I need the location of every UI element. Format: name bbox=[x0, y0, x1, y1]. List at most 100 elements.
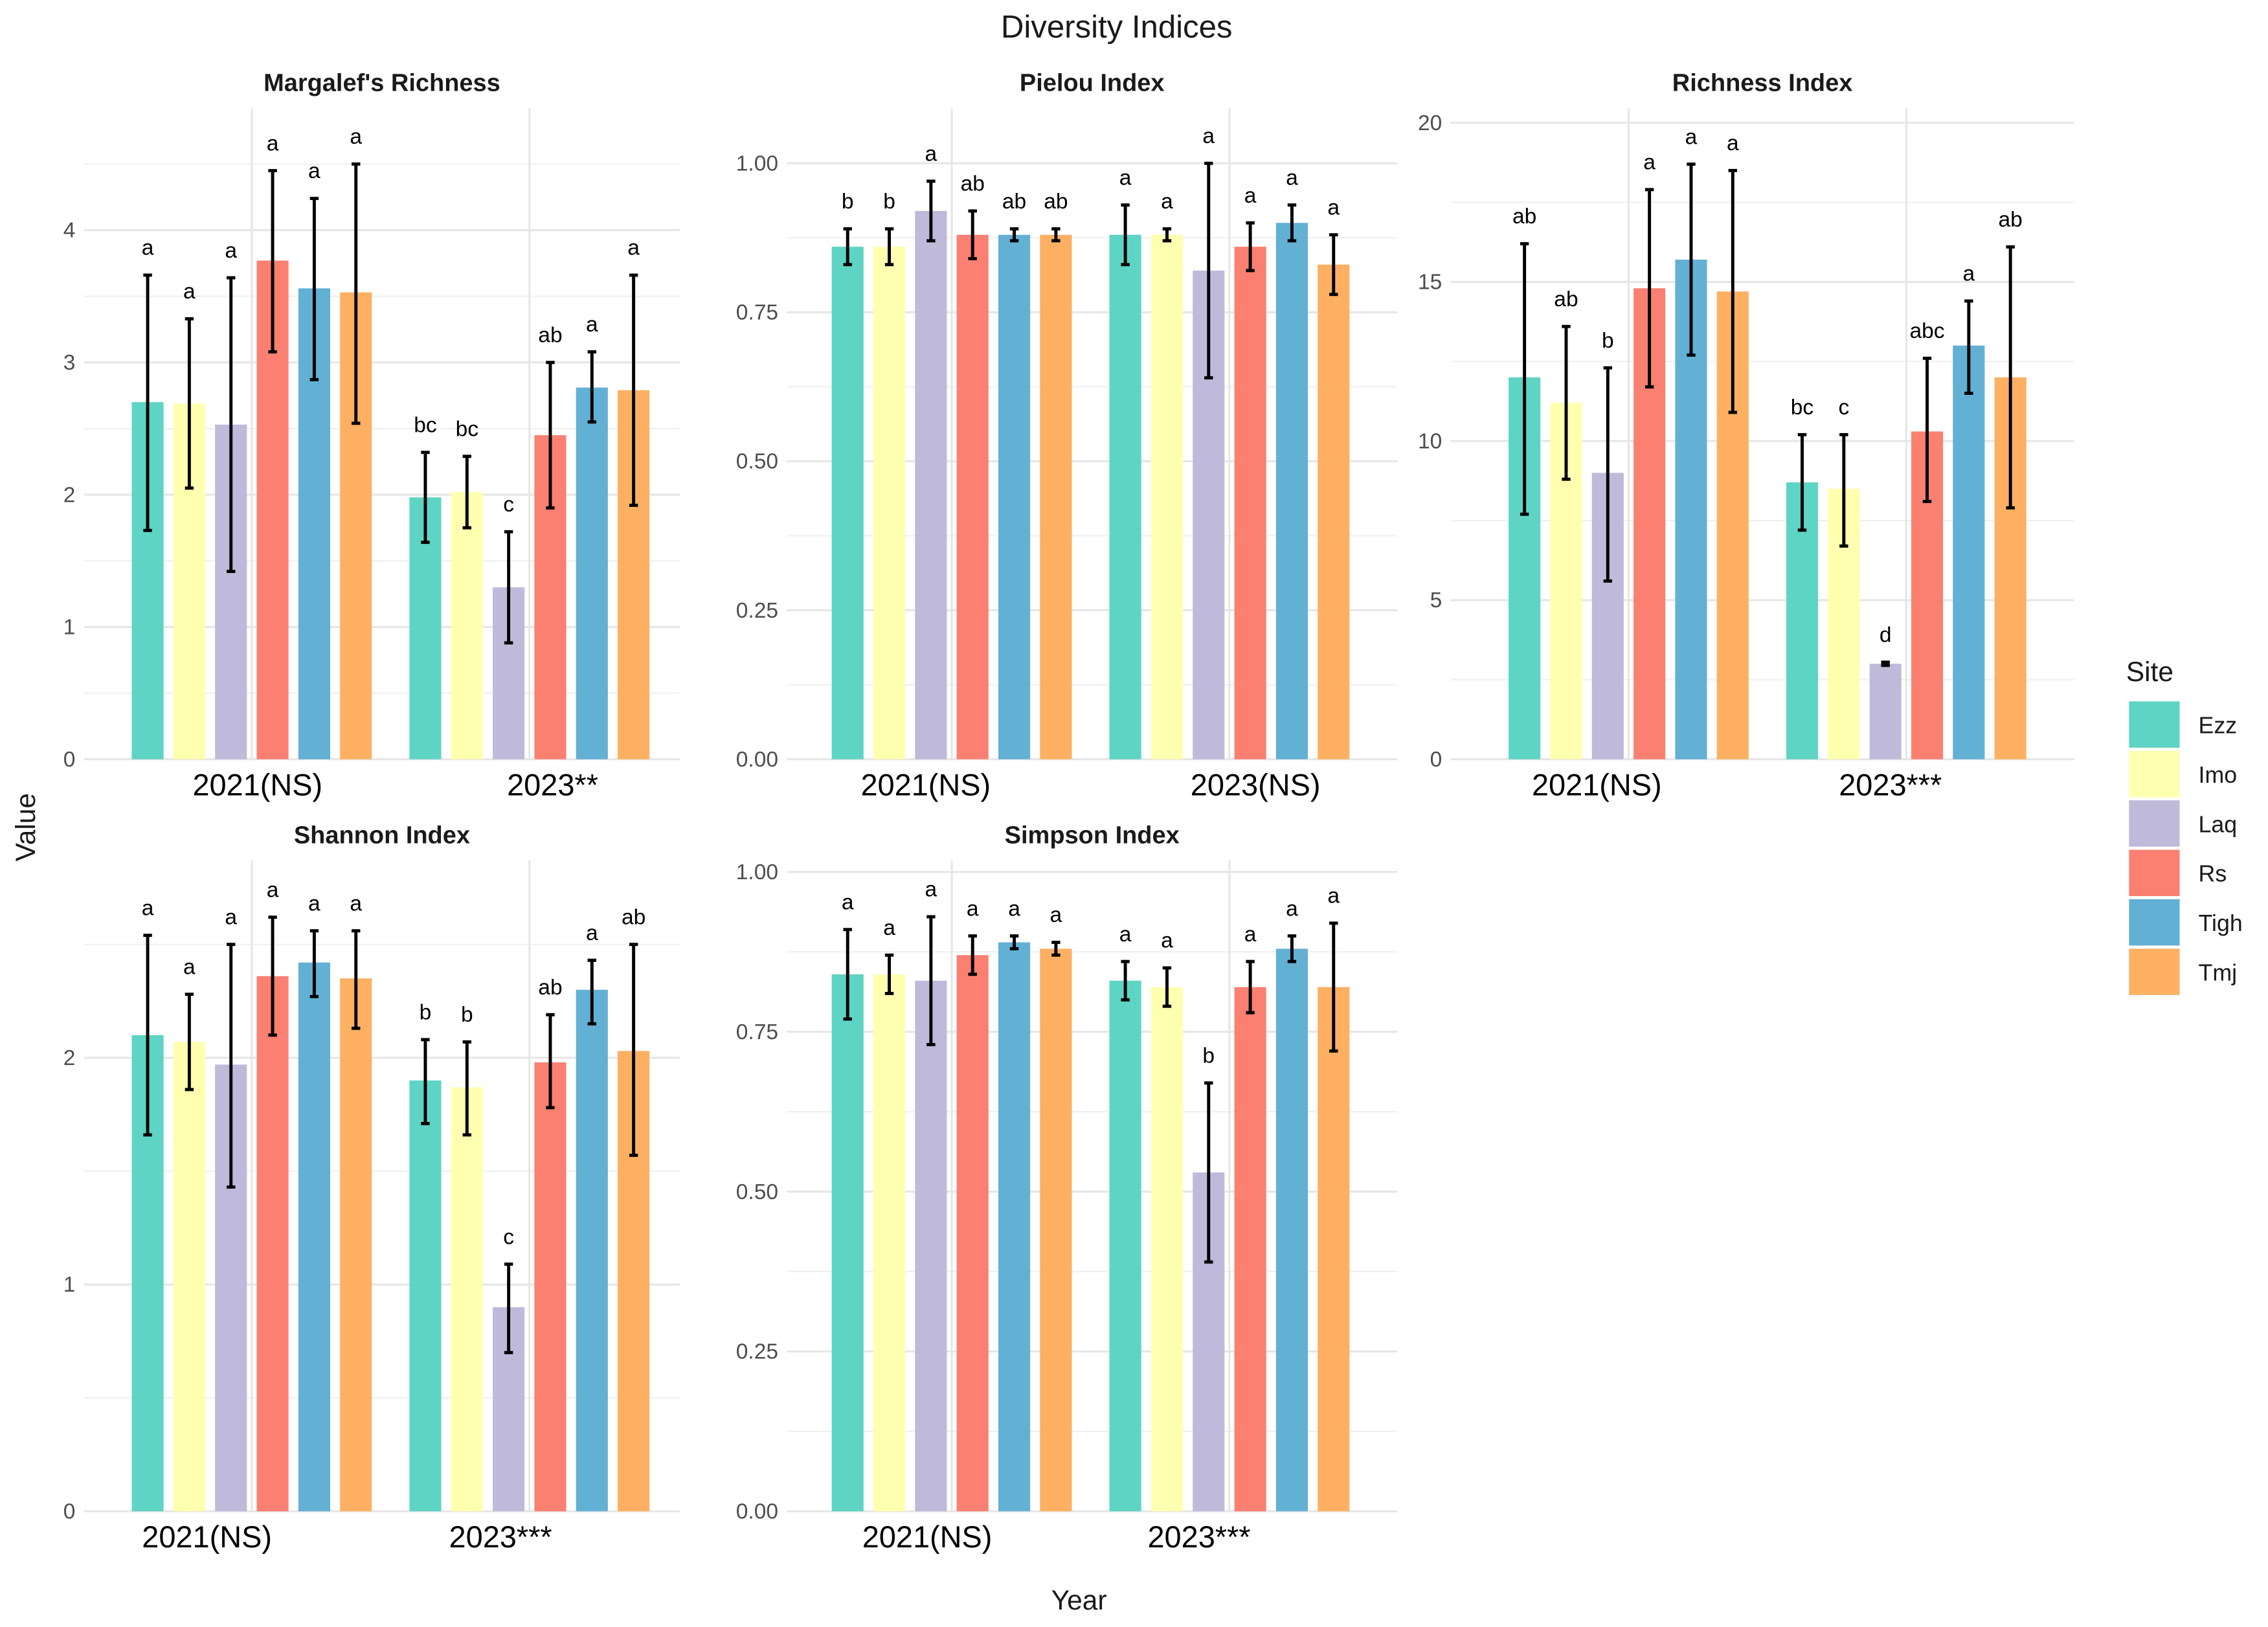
legend-swatch bbox=[2129, 948, 2180, 995]
significance-letter: a bbox=[925, 878, 938, 902]
y-tick-label: 10 bbox=[1418, 429, 1442, 453]
significance-letter: a bbox=[183, 955, 196, 979]
x-axis-label: Year bbox=[1051, 1585, 1107, 1615]
error-bar bbox=[884, 953, 894, 995]
error-bar bbox=[1009, 934, 1019, 950]
error-bar bbox=[268, 169, 277, 353]
error-bar bbox=[629, 273, 638, 507]
y-tick-label: 2 bbox=[63, 483, 76, 507]
error-bar bbox=[587, 350, 596, 424]
error-bar bbox=[1922, 356, 1932, 504]
legend-item-rs: Rs bbox=[2129, 849, 2227, 897]
significance-letter: b bbox=[883, 190, 895, 214]
error-bar bbox=[926, 915, 936, 1046]
y-tick-label: 0 bbox=[63, 1499, 76, 1523]
error-bar bbox=[268, 915, 277, 1037]
bar-tigh bbox=[1275, 223, 1308, 759]
error-bar bbox=[2006, 245, 2015, 510]
legend-item-imo: Imo bbox=[2129, 750, 2238, 798]
bar-group-0: a a a a a a bbox=[131, 125, 372, 759]
bar-group-1: a a b a a a bbox=[1109, 884, 1350, 1512]
significance-letter: a bbox=[1727, 131, 1739, 155]
error-bar bbox=[1329, 233, 1338, 297]
significance-letter: a bbox=[1202, 124, 1215, 148]
bar-imo bbox=[451, 492, 483, 759]
significance-letter: a bbox=[350, 125, 362, 149]
legend-item-laq: Laq bbox=[2129, 800, 2238, 847]
error-bar bbox=[1964, 299, 1973, 395]
y-tick-label: 0.25 bbox=[736, 599, 778, 623]
error-bar bbox=[1329, 921, 1338, 1053]
error-bar bbox=[843, 928, 852, 1021]
y-tick-label: 0.50 bbox=[736, 450, 778, 474]
significance-letter: a bbox=[1050, 903, 1062, 927]
bar-rs bbox=[534, 1062, 567, 1512]
significance-letter: a bbox=[1119, 166, 1132, 190]
bar-laq bbox=[915, 980, 947, 1512]
significance-letter: bc bbox=[1791, 396, 1813, 420]
significance-letter: a bbox=[350, 892, 362, 915]
error-bar bbox=[143, 934, 152, 1137]
bar-imo bbox=[873, 974, 906, 1512]
error-bar bbox=[352, 162, 361, 425]
legend-swatch bbox=[2129, 800, 2180, 847]
x-tick-label: 2021(NS) bbox=[192, 769, 322, 802]
error-bar bbox=[227, 943, 236, 1189]
y-tick-label: 1 bbox=[63, 1273, 76, 1297]
legend-label: Tigh bbox=[2199, 910, 2243, 936]
bar-imo bbox=[873, 247, 906, 759]
error-bar bbox=[587, 958, 596, 1026]
bar-imo bbox=[451, 1087, 483, 1512]
bar-group-1: a a a a a a bbox=[1109, 124, 1350, 759]
significance-letter: a bbox=[1685, 125, 1698, 149]
bar-ezz bbox=[1109, 980, 1141, 1512]
significance-letter: ab bbox=[1999, 208, 2023, 232]
bar-tigh bbox=[576, 989, 608, 1512]
x-tick-label: 2023*** bbox=[1839, 769, 1942, 802]
bar-tmj bbox=[1040, 948, 1072, 1512]
error-bar bbox=[462, 454, 471, 530]
error-bar bbox=[1520, 241, 1529, 516]
significance-letter: a bbox=[1161, 190, 1173, 214]
significance-letter: b bbox=[842, 190, 854, 214]
legend-label: Laq bbox=[2199, 811, 2238, 837]
significance-letter: a bbox=[1008, 897, 1020, 921]
significance-letter: a bbox=[1161, 929, 1173, 953]
error-bar bbox=[1009, 227, 1019, 243]
significance-letter: a bbox=[883, 916, 895, 940]
bar-imo bbox=[1151, 234, 1184, 759]
legend-swatch bbox=[2129, 899, 2180, 946]
y-tick-label: 5 bbox=[1430, 589, 1443, 612]
significance-letter: a bbox=[1327, 884, 1340, 908]
bar-group-0: a a a a a a bbox=[831, 878, 1072, 1512]
legend-label: Imo bbox=[2199, 762, 2238, 788]
error-bar bbox=[1287, 934, 1297, 963]
bar-laq bbox=[915, 210, 947, 759]
legend-item-tigh: Tigh bbox=[2129, 899, 2243, 946]
panel-title: Pielou Index bbox=[1020, 70, 1165, 97]
error-bar bbox=[884, 227, 894, 267]
y-tick-label: 0.00 bbox=[736, 748, 778, 772]
panel-title: Richness Index bbox=[1672, 70, 1853, 97]
y-tick-label: 0.50 bbox=[736, 1180, 778, 1204]
significance-letter: a bbox=[142, 896, 154, 920]
bar-group-1: bc c d abc a ab bbox=[1786, 208, 2027, 759]
bar-tigh bbox=[998, 234, 1031, 759]
significance-letter: a bbox=[925, 142, 938, 166]
y-tick-label: 1.00 bbox=[736, 860, 778, 884]
error-bar bbox=[309, 929, 319, 998]
significance-letter: a bbox=[842, 890, 854, 914]
legend-item-tmj: Tmj bbox=[2129, 948, 2237, 995]
significance-letter: ab bbox=[1002, 190, 1026, 214]
bar-ezz bbox=[831, 247, 864, 759]
significance-letter: a bbox=[1244, 923, 1257, 947]
error-bar bbox=[1797, 432, 1807, 532]
bar-ezz bbox=[831, 974, 864, 1512]
panel-title: Shannon Index bbox=[294, 822, 470, 849]
x-tick-label: 2021(NS) bbox=[1532, 769, 1662, 802]
error-bar bbox=[227, 276, 236, 574]
significance-letter: ab bbox=[1044, 190, 1068, 214]
